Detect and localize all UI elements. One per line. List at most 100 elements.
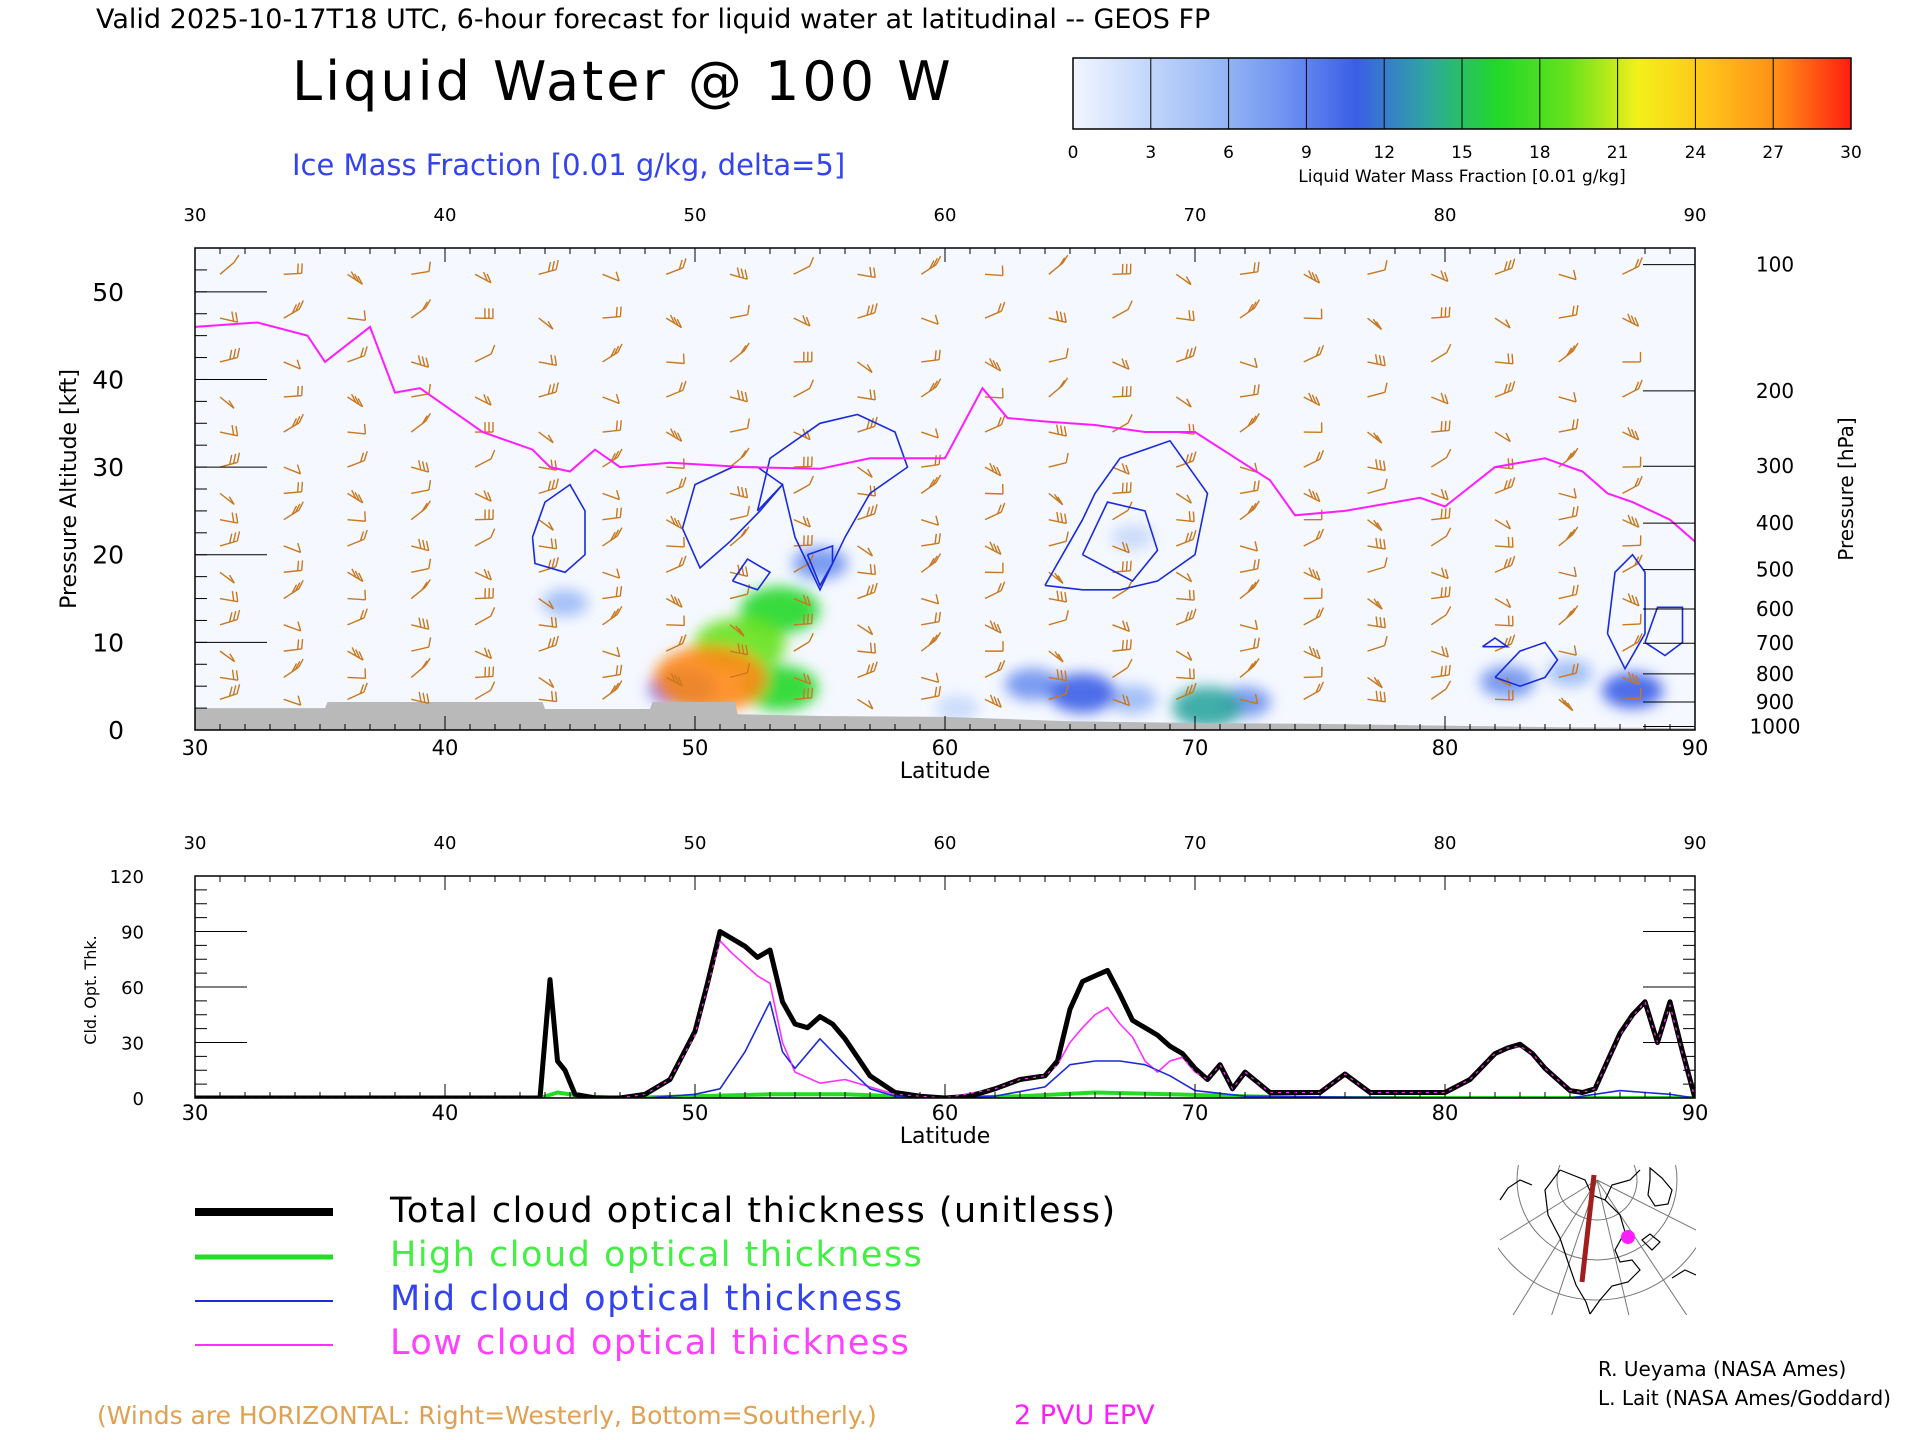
wind-barb	[666, 353, 685, 365]
wind-barb	[1048, 650, 1064, 663]
wind-barb	[1112, 620, 1130, 632]
wind-barb	[219, 531, 241, 547]
wind-barb	[857, 416, 878, 433]
wind-barb	[1175, 396, 1192, 408]
x-tick-label-top: 30	[184, 205, 207, 226]
wind-barb	[283, 359, 301, 370]
wind-barb	[1048, 511, 1068, 525]
wind-barb	[1558, 269, 1577, 281]
wind-barb	[1175, 650, 1193, 661]
wind-barb	[347, 647, 364, 661]
wind-barb	[921, 611, 942, 626]
wind-barb	[1367, 459, 1386, 472]
wind-barb	[1112, 386, 1132, 398]
wind-barb	[347, 489, 364, 504]
wind-barb	[538, 616, 558, 629]
wind-barb	[793, 256, 815, 275]
wind-barb	[1367, 690, 1387, 703]
wind-barb	[1622, 379, 1643, 398]
wind-barb	[474, 568, 492, 581]
wind-barb	[1303, 449, 1325, 468]
ice-contours	[531, 413, 1684, 688]
x-tick-label: 80	[1432, 736, 1459, 760]
wind-barb	[1048, 254, 1069, 275]
wind-barb	[474, 509, 494, 521]
x-tick-label-top: 70	[1184, 833, 1207, 854]
wind-barb	[1558, 605, 1579, 626]
wind-barb	[411, 261, 431, 275]
wind-barb	[729, 447, 750, 468]
wind-barb	[793, 535, 813, 547]
liquid-water-blob	[1108, 684, 1157, 714]
wind-barb	[1367, 557, 1388, 573]
x-tick-label-top: 40	[434, 833, 457, 854]
wind-barb	[411, 691, 430, 705]
wind-barb	[1430, 270, 1449, 282]
wind-barb	[1176, 310, 1195, 322]
wind-barb	[1112, 639, 1132, 652]
colorbar-tick-label: 6	[1223, 143, 1234, 163]
wind-barb	[1239, 480, 1260, 495]
x-tick-label-top: 80	[1434, 833, 1457, 854]
liquid-water-blob	[1547, 659, 1593, 687]
x-tick-label: 80	[1432, 1101, 1459, 1125]
x-tick-label-top: 50	[684, 205, 707, 226]
wind-barb	[857, 545, 874, 557]
wind-barb	[729, 643, 749, 656]
map-point	[1621, 1230, 1635, 1244]
colorbar-tick-label: 3	[1145, 143, 1156, 163]
ice-contour	[756, 413, 909, 592]
credit-2: L. Lait (NASA Ames/Goddard)	[1598, 1386, 1891, 1410]
series-line-low-overlay	[195, 939, 1695, 1098]
wind-barb	[1622, 535, 1642, 547]
wind-barb	[729, 342, 750, 363]
wind-barb	[1430, 527, 1452, 547]
wind-barb	[283, 413, 304, 433]
wind-barb	[1494, 477, 1516, 495]
wind-barb	[347, 393, 364, 408]
wind-barb	[283, 560, 304, 573]
liquid-water-blob	[653, 645, 767, 713]
legend: Total cloud optical thickness (unitless)…	[195, 1191, 1115, 1363]
wind-barb	[347, 346, 368, 363]
wind-barb	[1048, 669, 1068, 682]
wind-barb	[793, 594, 811, 607]
wind-barb	[1622, 633, 1643, 652]
wind-barb	[1558, 526, 1579, 547]
colorbar-ticks: 0 3 6 9 12 15 18 21 24 27 30	[1068, 58, 1862, 163]
pressure-tick-label: 1000	[1750, 714, 1801, 738]
wind-barb	[1558, 342, 1579, 363]
wind-barb	[665, 594, 683, 608]
wind-barb	[1431, 420, 1451, 433]
ice-contour	[1044, 439, 1209, 591]
wind-barb	[1303, 528, 1325, 547]
wind-barb	[1175, 571, 1193, 583]
wind-barb	[1112, 463, 1130, 475]
wind-barb	[347, 423, 367, 435]
wind-barb	[921, 428, 939, 439]
wind-barb	[665, 314, 683, 329]
wind-barb	[1175, 682, 1197, 700]
y-tick-label: 30	[92, 453, 124, 482]
wind-barb	[1367, 519, 1383, 532]
wind-barb	[1239, 558, 1260, 573]
wind-barb	[984, 502, 1006, 521]
wind-barb	[1112, 263, 1132, 275]
wind-barb	[538, 354, 558, 367]
wind-barb	[602, 343, 623, 363]
ice-contour	[806, 544, 834, 588]
wind-barb	[538, 538, 558, 550]
y-tick-label: 50	[92, 278, 124, 307]
wind-barb	[538, 676, 555, 689]
wind-barb	[602, 489, 621, 501]
x-tick-label-top: 40	[434, 205, 457, 226]
wind-barb	[729, 624, 745, 637]
liquid-water-field	[542, 524, 1664, 728]
liquid-water-panel: 3030404050506060707080809090010203040501…	[57, 205, 1858, 784]
wind-barb	[1175, 529, 1197, 547]
y-tick-label: 90	[121, 923, 144, 944]
y-tick-label: 0	[108, 716, 124, 745]
wind-barb	[984, 660, 1006, 679]
ice-contour	[731, 558, 772, 591]
wind-barb	[984, 462, 1002, 477]
